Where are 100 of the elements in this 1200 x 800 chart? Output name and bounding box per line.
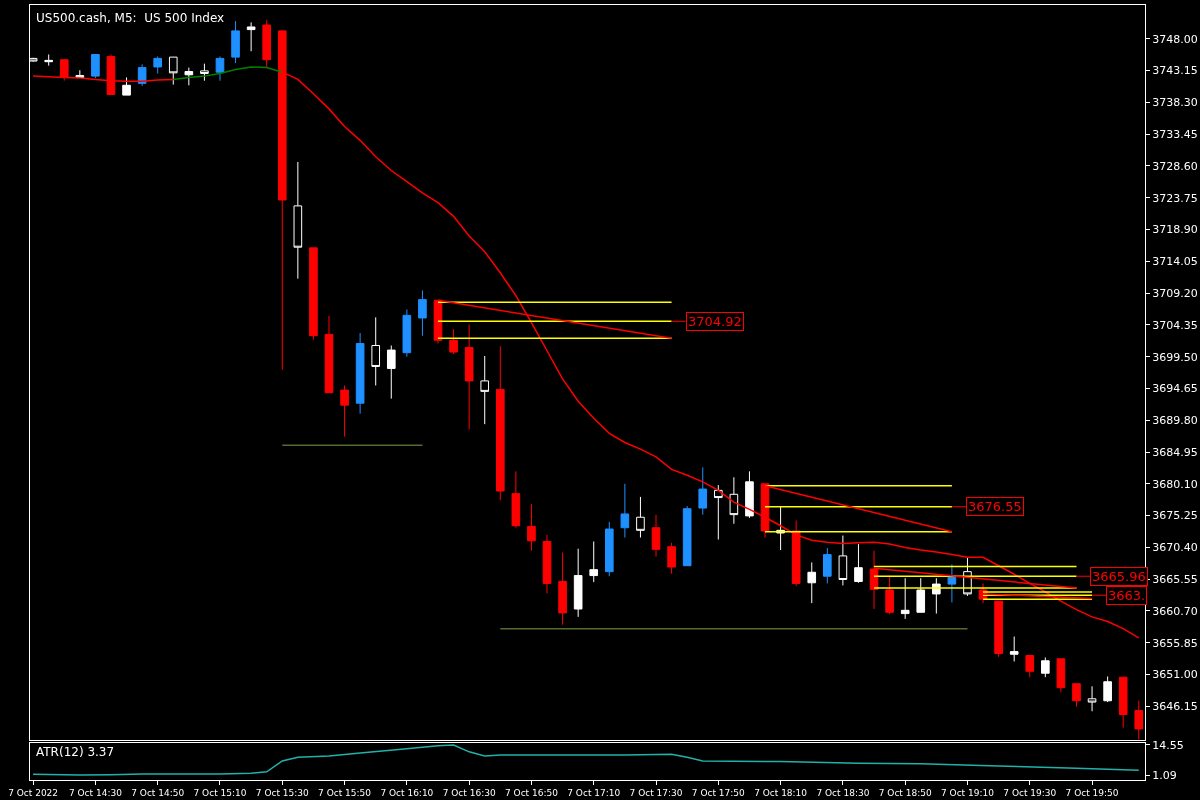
candlestick bbox=[1025, 655, 1035, 678]
y-tick-label: 3748.00 bbox=[1152, 32, 1198, 46]
candlestick bbox=[604, 521, 614, 577]
x-tick-label: 7 Oct 19:10 bbox=[940, 787, 995, 798]
candlestick bbox=[480, 355, 490, 425]
x-tick-label: 7 Oct 17:10 bbox=[567, 787, 621, 798]
y-tick-label: 3646.15 bbox=[1152, 700, 1198, 714]
candlestick bbox=[340, 384, 349, 438]
y-tick-label: 1.09 bbox=[1152, 769, 1177, 783]
y-tick-label: 3651.00 bbox=[1152, 668, 1198, 682]
candlestick bbox=[495, 345, 505, 501]
x-tick-label: 7 Oct 17:30 bbox=[629, 787, 683, 798]
y-tick-label: 3680.10 bbox=[1152, 477, 1198, 491]
candlestick bbox=[262, 19, 272, 68]
candlestick bbox=[464, 324, 474, 430]
candlestick bbox=[558, 552, 567, 626]
candlestick bbox=[215, 55, 225, 82]
candlestick bbox=[511, 470, 521, 529]
candlestick bbox=[994, 600, 1003, 658]
candlestick bbox=[729, 476, 739, 525]
x-tick-label: 7 Oct 19:50 bbox=[1065, 787, 1119, 798]
candlestick bbox=[293, 161, 303, 280]
y-tick-label: 3675.25 bbox=[1152, 509, 1198, 523]
x-tick-label: 7 Oct 15:50 bbox=[318, 787, 372, 798]
candlestick bbox=[184, 67, 194, 86]
candlestick bbox=[1009, 636, 1019, 662]
x-tick-label: 7 Oct 15:30 bbox=[255, 787, 310, 798]
candlestick bbox=[386, 345, 396, 400]
x-tick-label: 7 Oct 16:10 bbox=[380, 787, 434, 798]
y-tick-label: 14.55 bbox=[1152, 738, 1184, 752]
annotation: 3665.96 bbox=[1092, 569, 1146, 584]
y-tick-label: 3714.05 bbox=[1152, 255, 1198, 269]
candlestick bbox=[900, 577, 910, 620]
x-tick-label: 7 Oct 14:50 bbox=[131, 787, 185, 798]
candlestick bbox=[168, 56, 178, 86]
x-tick-label: 7 Oct 16:50 bbox=[504, 787, 559, 798]
candlestick bbox=[838, 535, 848, 586]
chart-title: ATR(12) 3.37 bbox=[36, 745, 115, 759]
y-tick-label: 3655.85 bbox=[1152, 636, 1198, 650]
candlestick bbox=[651, 514, 661, 558]
candlestick bbox=[620, 483, 630, 539]
x-tick-label: 7 Oct 18:10 bbox=[754, 787, 808, 798]
candlestick bbox=[916, 577, 926, 613]
candlestick bbox=[137, 63, 147, 87]
candlestick bbox=[324, 315, 334, 394]
annotation: 3676.55 bbox=[968, 499, 1022, 514]
x-tick-label: 7 Oct 18:50 bbox=[878, 787, 932, 798]
candlestick bbox=[309, 247, 318, 341]
candlestick bbox=[791, 520, 801, 587]
candlestick bbox=[200, 63, 209, 82]
line-series bbox=[172, 66, 284, 81]
candlestick bbox=[807, 561, 817, 604]
candlestick bbox=[698, 466, 708, 516]
y-tick-label: 3694.65 bbox=[1152, 382, 1198, 396]
y-tick-label: 3743.15 bbox=[1152, 64, 1198, 78]
candlestick bbox=[91, 53, 100, 79]
candlestick bbox=[745, 470, 754, 519]
candlestick bbox=[542, 534, 552, 594]
candlestick bbox=[776, 506, 785, 551]
candlestick bbox=[1041, 657, 1050, 678]
candlestick bbox=[246, 21, 256, 52]
y-tick-label: 3718.90 bbox=[1152, 223, 1198, 237]
y-tick-label: 3728.60 bbox=[1152, 159, 1198, 173]
candlestick bbox=[527, 503, 536, 552]
y-tick-label: 3684.95 bbox=[1152, 445, 1198, 459]
candlestick bbox=[667, 542, 676, 575]
candlestick bbox=[153, 55, 163, 74]
candlestick bbox=[589, 540, 599, 583]
candlestick bbox=[122, 76, 131, 96]
candlestick bbox=[402, 308, 412, 358]
x-tick-label: 7 Oct 16:30 bbox=[442, 787, 496, 798]
x-tick-label: 7 Oct 14:30 bbox=[68, 787, 123, 798]
y-tick-label: 3738.30 bbox=[1152, 96, 1198, 110]
y-tick-label: 3660.70 bbox=[1152, 604, 1198, 618]
candlestick bbox=[449, 328, 458, 355]
annotation: 3663. bbox=[1108, 588, 1146, 603]
candlestick bbox=[713, 484, 723, 541]
line-series bbox=[32, 744, 1140, 776]
candlestick bbox=[1103, 676, 1112, 703]
candlestick bbox=[231, 20, 240, 64]
candlestick bbox=[371, 316, 381, 386]
candlestick bbox=[1072, 683, 1081, 708]
y-tick-label: 3704.35 bbox=[1152, 318, 1198, 332]
candlestick bbox=[636, 496, 645, 539]
x-tick-label: 7 Oct 2022 bbox=[8, 787, 59, 798]
x-tick-label: 7 Oct 19:30 bbox=[1003, 787, 1057, 798]
candlestick bbox=[854, 543, 863, 584]
candlestick bbox=[1056, 658, 1066, 693]
candlestick bbox=[1134, 700, 1144, 740]
x-tick-label: 7 Oct 17:50 bbox=[691, 787, 746, 798]
candlestick bbox=[573, 548, 583, 618]
candlestick bbox=[1087, 685, 1097, 712]
y-tick-label: 3689.80 bbox=[1152, 414, 1198, 428]
x-tick-label: 7 Oct 15:10 bbox=[193, 787, 247, 798]
candlestick bbox=[1118, 676, 1128, 729]
candlestick bbox=[418, 289, 427, 337]
candlestick bbox=[823, 547, 832, 584]
candlestick bbox=[682, 505, 692, 567]
annotation: 3704.92 bbox=[688, 314, 742, 329]
y-tick-label: 3733.45 bbox=[1152, 127, 1198, 141]
